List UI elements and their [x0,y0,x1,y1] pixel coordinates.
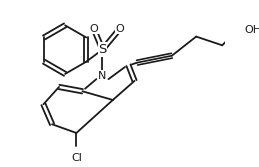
Text: N: N [98,71,107,81]
Text: O: O [89,24,98,34]
Text: Cl: Cl [71,153,82,163]
Text: OH: OH [245,25,259,35]
Text: S: S [98,43,107,56]
Text: O: O [116,24,124,34]
